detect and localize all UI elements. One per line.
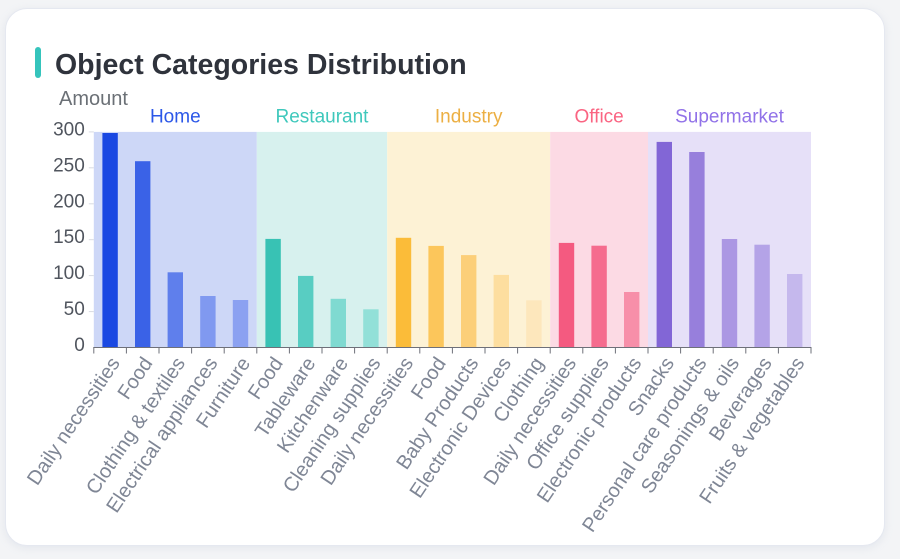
- svg-text:Industry: Industry: [435, 107, 503, 128]
- svg-text:150: 150: [53, 227, 85, 248]
- svg-text:Home: Home: [150, 107, 201, 128]
- svg-text:200: 200: [53, 191, 85, 212]
- svg-text:0: 0: [74, 335, 85, 356]
- svg-text:100: 100: [53, 263, 85, 284]
- svg-text:50: 50: [64, 299, 85, 320]
- svg-text:Restaurant: Restaurant: [276, 107, 370, 128]
- svg-text:250: 250: [53, 155, 85, 176]
- svg-text:300: 300: [53, 119, 85, 140]
- svg-text:Supermarket: Supermarket: [675, 107, 784, 128]
- svg-text:Office: Office: [574, 107, 623, 128]
